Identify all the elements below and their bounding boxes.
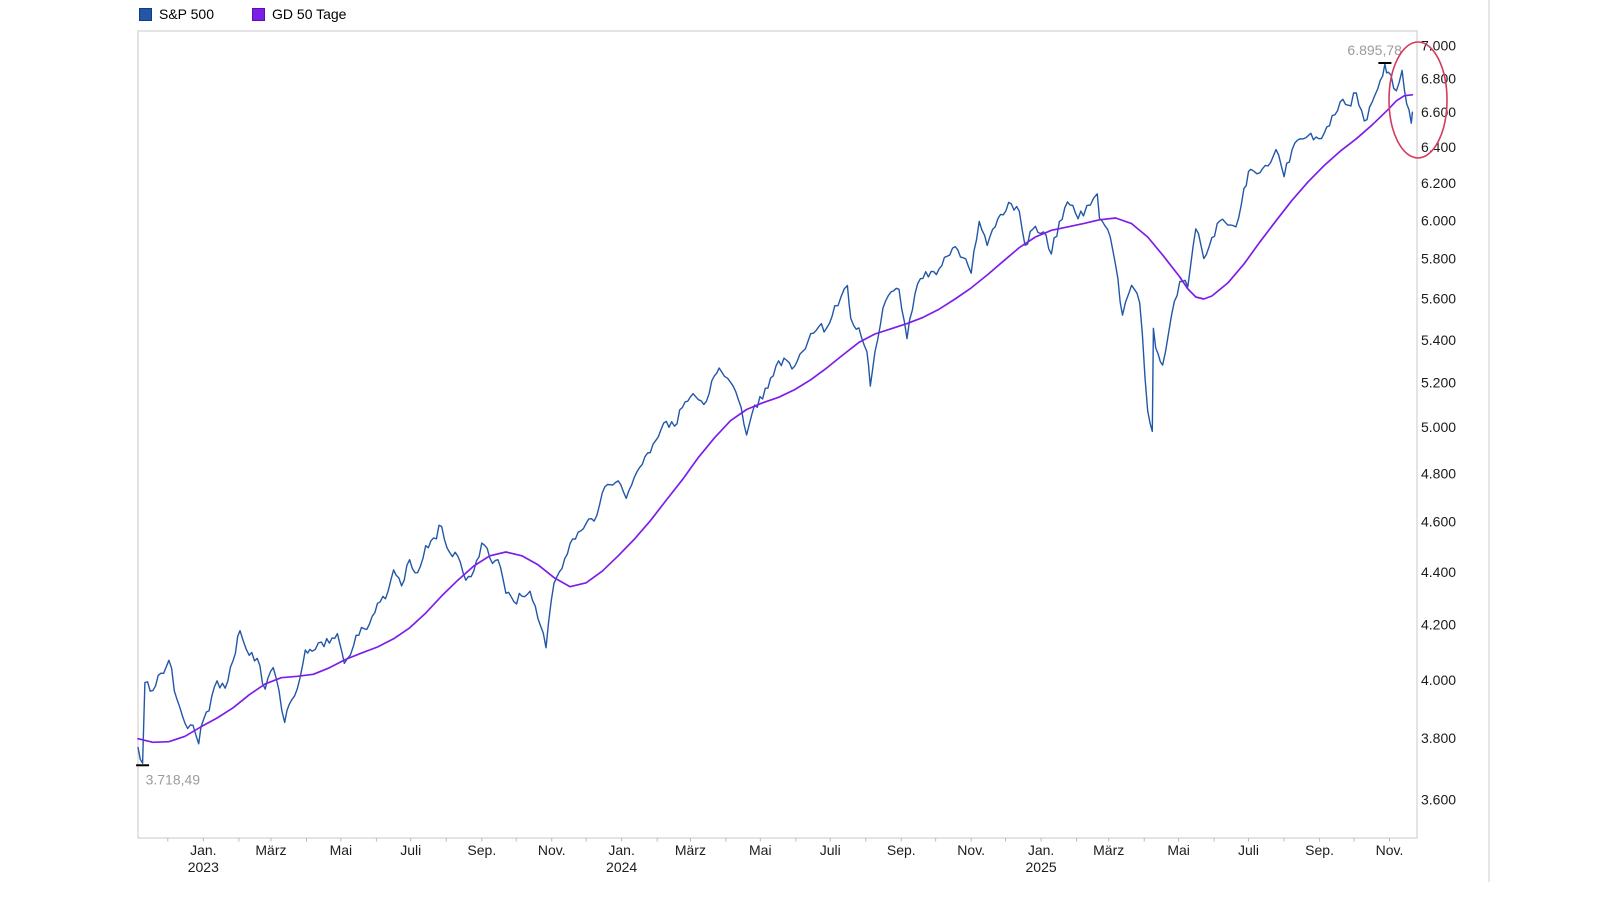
legend-item-gd50: GD 50 Tage [252,6,346,22]
x-axis-label: Juli [820,842,841,858]
x-axis-label: Jan. [1028,842,1054,858]
x-axis-label: Jan. [608,842,634,858]
x-axis-label: Sep. [467,842,496,858]
y-axis-label: 5.400 [1421,332,1456,348]
y-axis-label: 4.400 [1421,564,1456,580]
y-axis-label: 4.600 [1421,514,1456,530]
x-axis-label: Juli [400,842,421,858]
x-axis-year-label: 2023 [188,859,219,875]
x-axis-label: Sep. [1305,842,1334,858]
legend-label-sp500: S&P 500 [159,6,215,22]
x-axis-label: Mai [330,842,353,858]
sp500-line [137,63,1414,764]
y-axis-label: 6.200 [1421,175,1456,191]
chart-legend: S&P 500 GD 50 Tage [139,6,346,22]
y-axis-label: 5.600 [1421,291,1456,307]
x-axis-label: Sep. [887,842,916,858]
y-axis-label: 4.800 [1421,465,1456,481]
y-axis-label: 5.200 [1421,375,1456,391]
x-axis-label: Mai [749,842,772,858]
gd50-line [137,93,1414,744]
y-axis-label: 4.000 [1421,672,1456,688]
x-axis-label: Nov. [957,842,985,858]
y-axis-label: 7.000 [1421,38,1456,54]
plot-border [137,30,1418,839]
x-axis-label: Mai [1167,842,1190,858]
y-axis-label: 6.800 [1421,70,1456,86]
period-high-label: 6.895,78 [1347,42,1402,58]
x-axis-year-label: 2024 [606,859,637,875]
y-axis-label: 6.600 [1421,104,1456,120]
x-axis-label: Nov. [538,842,566,858]
y-axis-label: 5.000 [1421,419,1456,435]
period-low-label: 3.718,49 [146,771,201,787]
legend-swatch-gd50-icon [252,7,266,21]
x-axis-label: Juli [1238,842,1259,858]
y-axis-label: 4.200 [1421,617,1456,633]
x-axis-label: Nov. [1376,842,1404,858]
highlight-ellipse [1388,41,1448,159]
legend-item-sp500: S&P 500 [139,6,214,22]
x-axis-label: März [1093,842,1124,858]
x-axis-label: Jan. [190,842,216,858]
y-axis-label: 3.800 [1421,730,1456,746]
x-axis-label: März [675,842,706,858]
y-axis-label: 6.000 [1421,212,1456,228]
x-axis-label: März [255,842,286,858]
legend-swatch-sp500-icon [139,7,152,21]
y-axis-label: 5.800 [1421,251,1456,267]
x-axis-year-label: 2025 [1026,859,1057,875]
legend-label-gd50: GD 50 Tage [272,6,347,22]
y-axis-label: 3.600 [1421,792,1456,808]
y-axis-label: 6.400 [1421,139,1456,155]
